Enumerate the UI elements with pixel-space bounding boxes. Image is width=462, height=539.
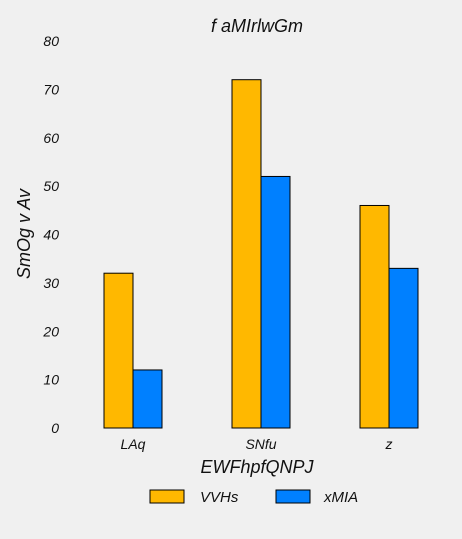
x-tick-label: SNfu: [245, 436, 276, 452]
y-tick-label: 80: [43, 33, 59, 49]
legend-swatch-xMIA: [275, 489, 311, 504]
bar-VVHs-SNfu: [231, 79, 262, 429]
legend-swatch-VVHs: [149, 489, 185, 504]
legend: VVHs xMIA: [149, 489, 358, 506]
bar-xMIA-SNfu: [260, 175, 291, 429]
bar-xMIA-LAq: [132, 369, 163, 429]
bar-VVHs-LAq: [103, 272, 134, 429]
chart-title: f aMIrlwGm: [211, 16, 303, 36]
y-tick-label: 0: [51, 420, 59, 436]
x-tick-label: z: [385, 436, 393, 452]
bar-xMIA-z: [388, 267, 419, 429]
y-axis-ticks: 0 10 20 30 40 50 60 70 80: [42, 33, 59, 436]
y-tick-label: 60: [43, 130, 59, 146]
y-tick-label: 30: [43, 275, 59, 291]
y-tick-label: 10: [43, 372, 59, 388]
legend-label-VVHs: VVHs: [200, 489, 239, 506]
y-axis-label: SmOg v Av: [14, 188, 34, 279]
x-tick-label: LAq: [121, 436, 146, 452]
bar-VVHs-z: [359, 204, 390, 429]
x-axis-label: EWFhpfQNPJ: [200, 457, 314, 477]
y-tick-label: 20: [42, 323, 59, 339]
legend-label-xMIA: xMIA: [323, 489, 358, 506]
y-tick-label: 40: [43, 227, 59, 243]
x-axis-ticks: LAq SNfu z: [121, 436, 393, 452]
y-tick-label: 70: [43, 81, 59, 97]
bars-group: [103, 79, 419, 429]
y-tick-label: 50: [43, 178, 59, 194]
